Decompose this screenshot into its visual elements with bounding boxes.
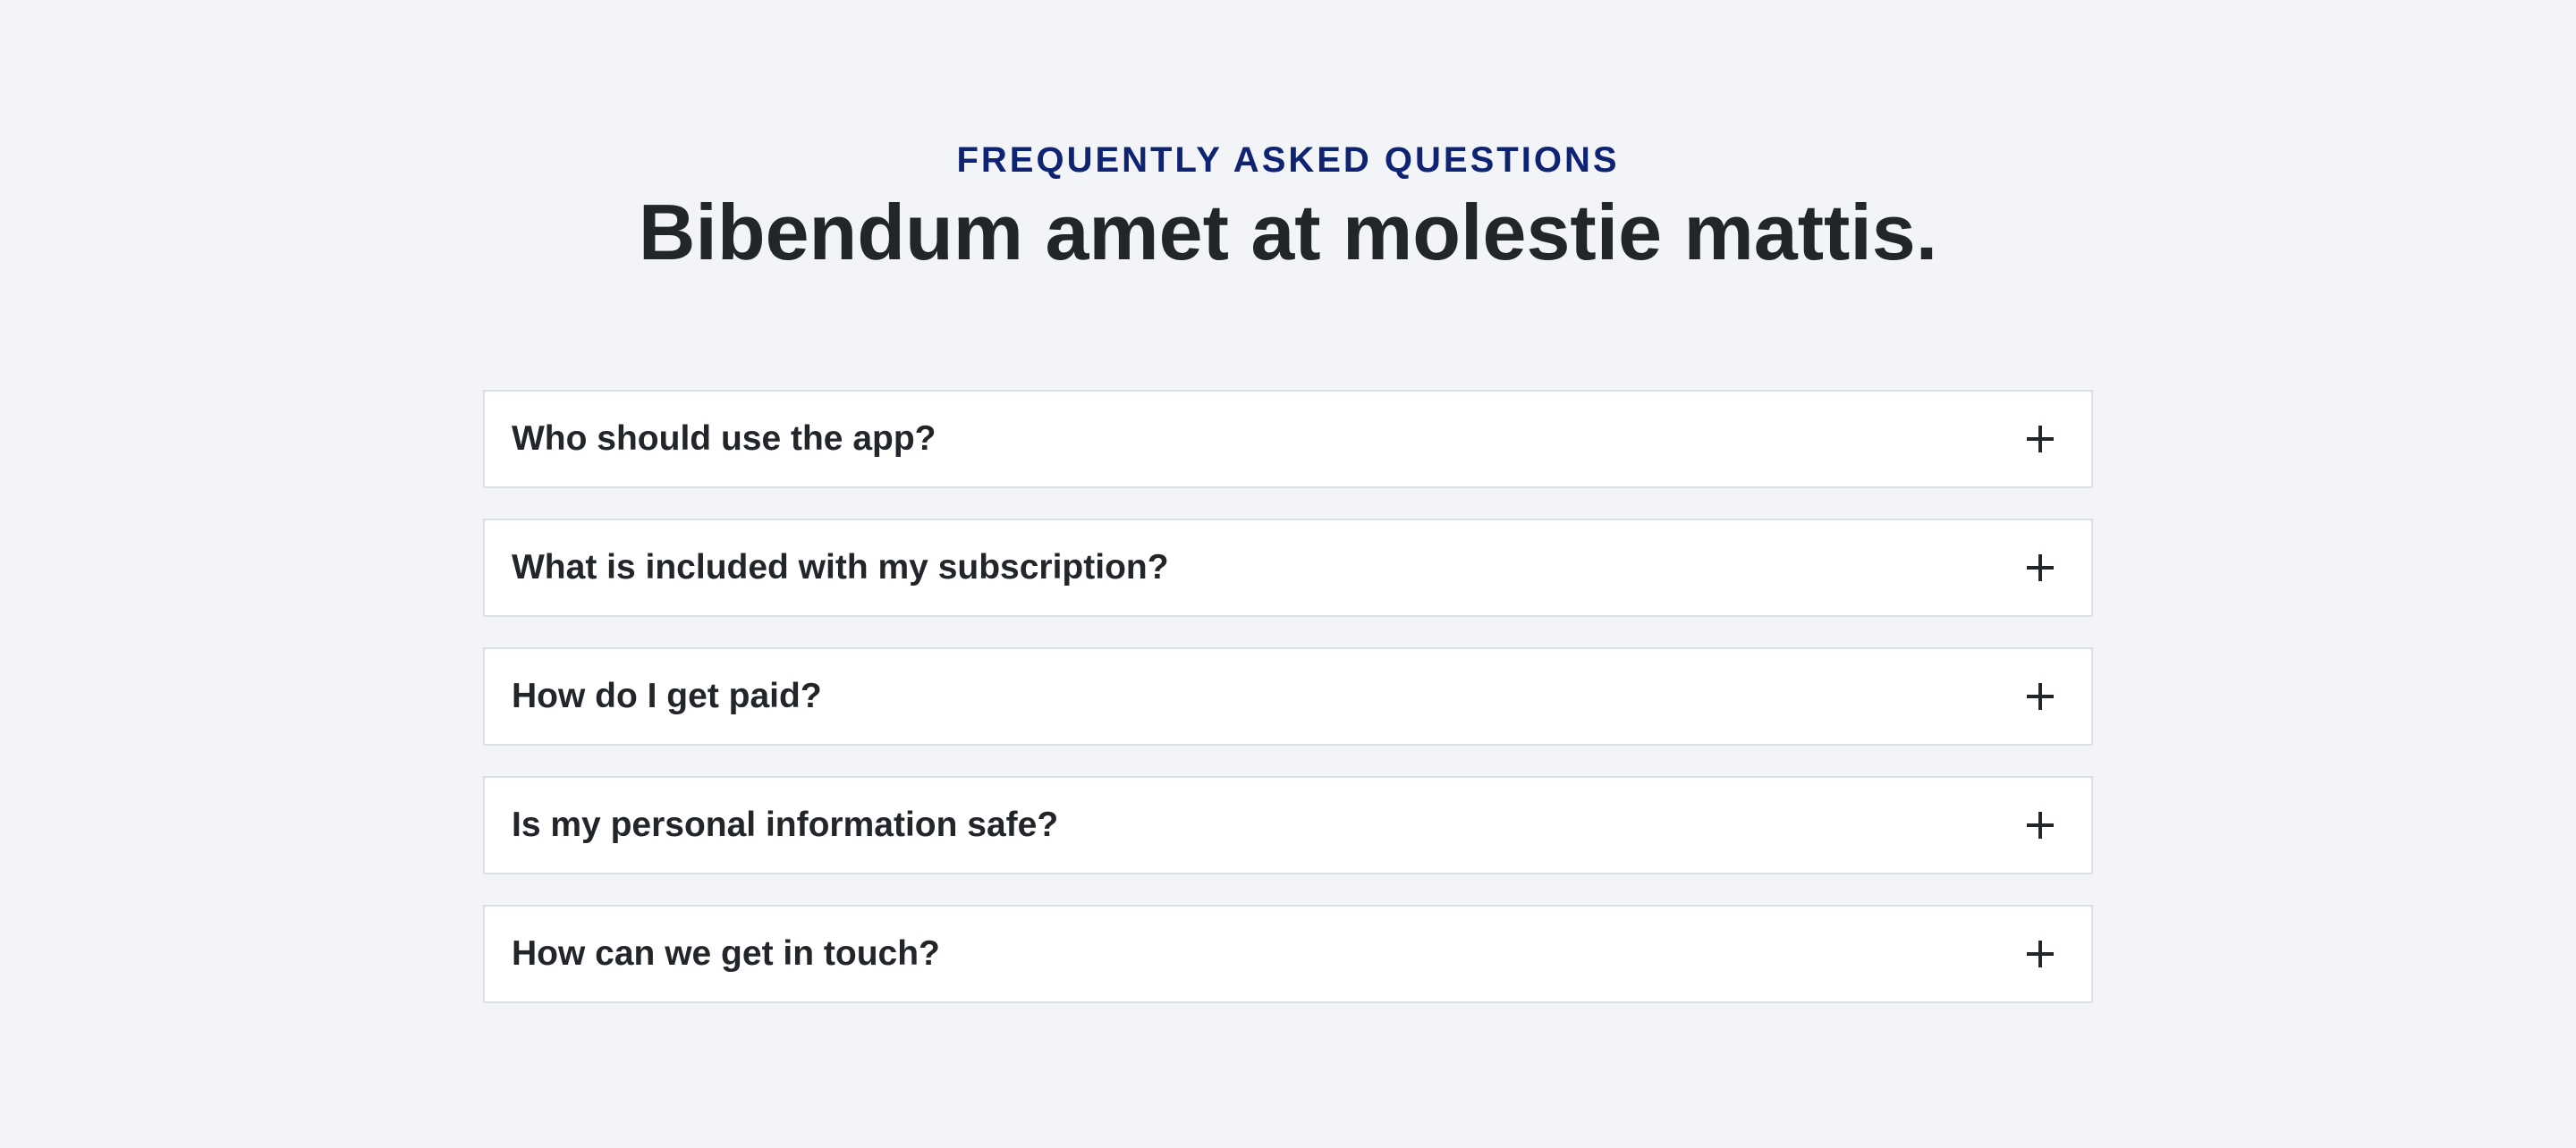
faq-item-get-in-touch[interactable]: How can we get in touch? — [483, 905, 2093, 1003]
faq-question: How do I get paid? — [512, 677, 822, 715]
faq-question: Who should use the app? — [512, 419, 936, 458]
plus-icon[interactable] — [2027, 554, 2054, 581]
faq-item-who-should-use[interactable]: Who should use the app? — [483, 390, 2093, 488]
plus-icon[interactable] — [2027, 941, 2054, 967]
page-title: Bibendum amet at molestie mattis. — [638, 188, 1938, 276]
faq-eyebrow: FREQUENTLY ASKED QUESTIONS — [956, 140, 1620, 180]
faq-question: How can we get in touch? — [512, 934, 940, 973]
faq-question: What is included with my subscription? — [512, 548, 1169, 587]
faq-list: Who should use the app? What is included… — [483, 390, 2093, 1034]
faq-question: Is my personal information safe? — [512, 806, 1059, 844]
plus-icon[interactable] — [2027, 812, 2054, 839]
plus-icon[interactable] — [2027, 426, 2054, 452]
faq-item-get-paid[interactable]: How do I get paid? — [483, 647, 2093, 746]
plus-icon[interactable] — [2027, 683, 2054, 710]
faq-item-personal-info[interactable]: Is my personal information safe? — [483, 776, 2093, 874]
faq-item-subscription[interactable]: What is included with my subscription? — [483, 519, 2093, 617]
